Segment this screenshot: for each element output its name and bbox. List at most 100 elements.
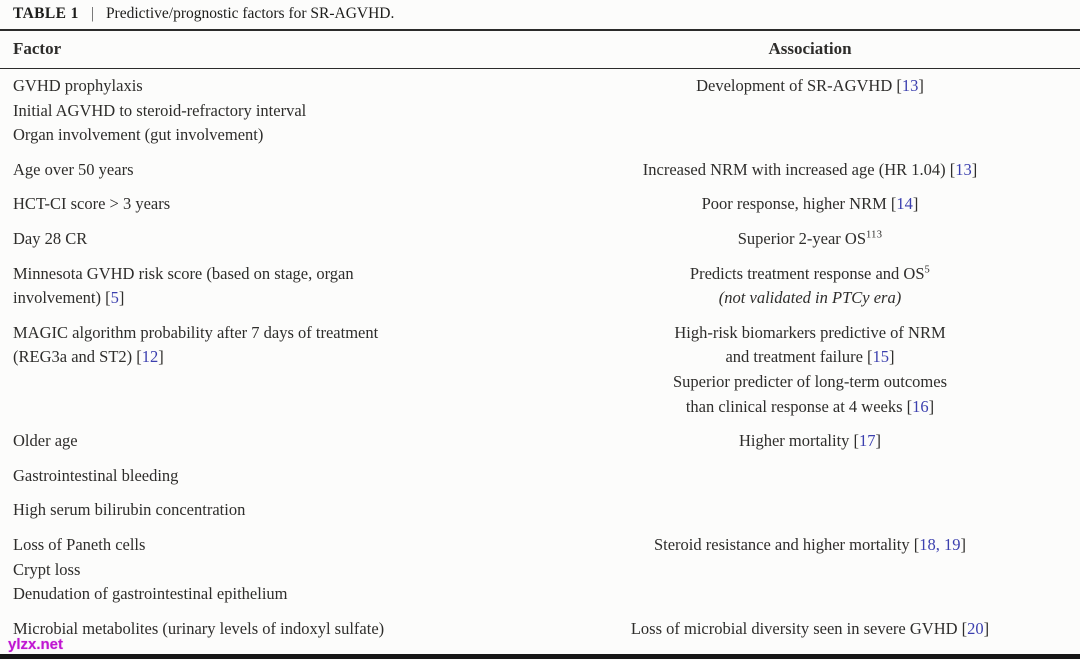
text: Initial AGVHD to steroid-refractory inte… [13, 100, 307, 120]
caption-separator: | [90, 5, 94, 22]
table-number-label: TABLE 1 [13, 5, 79, 22]
text-line: Predicts treatment response and OS5 [540, 262, 1080, 287]
table-row: HCT-CI score > 3 years Poor response, hi… [0, 187, 1080, 222]
text-line: Increased NRM with increased age (HR 1.0… [540, 158, 1080, 183]
association-cell: Predicts treatment response and OS5 (not … [540, 262, 1080, 311]
factor-cell: Age over 50 years [0, 158, 540, 183]
text-line: Gastrointestinal bleeding [13, 464, 530, 489]
text: ] [118, 288, 125, 308]
text-line: Crypt loss [13, 558, 530, 583]
text: Gastrointestinal bleeding [13, 465, 179, 485]
table-caption: TABLE 1 | Predictive/prognostic factors fo… [0, 0, 1080, 29]
factor-cell: GVHD prophylaxis Initial AGVHD to steroid… [0, 74, 540, 148]
citation-link[interactable]: 13 [955, 159, 972, 179]
table-body: GVHD prophylaxis Initial AGVHD to steroid… [0, 69, 1080, 646]
citation-link[interactable]: 18, 19 [919, 534, 961, 554]
association-cell: Steroid resistance and higher mortality … [540, 533, 1080, 558]
text-line: Loss of Paneth cells [13, 533, 530, 558]
text: HCT-CI score > 3 years [13, 194, 171, 214]
text-line: Microbial metabolites (urinary levels of… [13, 617, 530, 642]
text: ] [983, 618, 990, 638]
table-row: Microbial metabolites (urinary levels of… [0, 612, 1080, 647]
factor-cell: Older age [0, 429, 540, 454]
text-line: High serum bilirubin concentration [13, 498, 530, 523]
text: High serum bilirubin concentration [13, 500, 246, 520]
text-line: Older age [13, 429, 530, 454]
text: Loss of Paneth cells [13, 534, 146, 554]
factor-cell: Day 28 CR [0, 227, 540, 252]
text-line: than clinical response at 4 weeks [16] [540, 395, 1080, 420]
table-row: MAGIC algorithm probability after 7 days… [0, 316, 1080, 424]
text-line: (not validated in PTCy era) [540, 286, 1080, 311]
text: Superior 2-year OS [737, 228, 867, 248]
text-line: Initial AGVHD to steroid-refractory inte… [13, 99, 530, 124]
citation-link[interactable]: 16 [912, 396, 929, 416]
text: Steroid resistance and higher mortality … [653, 534, 920, 554]
text: ] [960, 534, 967, 554]
factor-cell: Gastrointestinal bleeding [0, 464, 540, 489]
citation-link[interactable]: 17 [859, 431, 876, 451]
text: Higher mortality [ [738, 431, 860, 451]
table-row: GVHD prophylaxis Initial AGVHD to steroid… [0, 69, 1080, 153]
text-line: Higher mortality [17] [540, 429, 1080, 454]
citation-link[interactable]: 13 [901, 76, 919, 95]
superscript-reference: 5 [924, 264, 931, 276]
citation-link[interactable]: 14 [896, 194, 913, 214]
text-line: Superior predicter of long-term outcomes [540, 370, 1080, 395]
text: Predicts treatment response and OS [689, 263, 925, 283]
association-cell: Superior 2-year OS113 [540, 227, 1080, 252]
text-line: Poor response, higher NRM [14] [540, 192, 1080, 217]
italic-note: (not validated in PTCy era) [718, 288, 902, 308]
text: ] [158, 347, 164, 367]
table-row: Age over 50 years Increased NRM with inc… [0, 153, 1080, 188]
text-line: involvement) [5] [13, 286, 530, 311]
factor-cell: MAGIC algorithm probability after 7 days… [0, 321, 540, 370]
text: Minnesota GVHD risk score (based on stag… [13, 263, 354, 283]
text-line: Age over 50 years [13, 158, 530, 183]
association-cell: Development of SR-AGVHD [13] [540, 74, 1080, 99]
table-header-row: Factor Association [0, 29, 1080, 69]
association-cell: Increased NRM with increased age (HR 1.0… [540, 158, 1080, 183]
superscript-reference: 113 [866, 229, 883, 241]
text-line: GVHD prophylaxis [13, 74, 530, 99]
factor-cell: Microbial metabolites (urinary levels of… [0, 617, 540, 642]
citation-link[interactable]: 12 [141, 347, 159, 367]
text: Increased NRM with increased age (HR 1.0… [642, 159, 956, 179]
text: ] [918, 76, 924, 95]
text: (REG3a and ST2) [ [13, 347, 142, 367]
text: Organ involvement (gut involvement) [13, 125, 264, 145]
text: Development of SR-AGVHD [ [696, 76, 902, 95]
citation-link[interactable]: 5 [110, 288, 119, 308]
text-line: Minnesota GVHD risk score (based on stag… [13, 262, 530, 287]
header-factor: Factor [13, 39, 62, 58]
text: Denudation of gastrointestinal epitheliu… [13, 584, 288, 604]
table-row: Loss of Paneth cells Crypt loss Denudation… [0, 528, 1080, 612]
citation-link[interactable]: 15 [872, 347, 890, 367]
text: Day 28 CR [13, 228, 88, 248]
table-row: Older age Higher mortality [17] [0, 424, 1080, 459]
header-association: Association [768, 39, 852, 58]
factor-cell: Minnesota GVHD risk score (based on stag… [0, 262, 540, 311]
text: Poor response, higher NRM [ [701, 194, 897, 214]
association-cell: Higher mortality [17] [540, 429, 1080, 454]
factor-cell: High serum bilirubin concentration [0, 498, 540, 523]
text-line: Day 28 CR [13, 227, 530, 252]
factor-cell: HCT-CI score > 3 years [0, 192, 540, 217]
text-line: Superior 2-year OS113 [540, 227, 1080, 252]
text-line: MAGIC algorithm probability after 7 days… [13, 321, 530, 346]
factor-cell: Loss of Paneth cells Crypt loss Denudation… [0, 533, 540, 607]
text: ] [928, 396, 935, 416]
text: Loss of microbial diversity seen in seve… [630, 618, 968, 638]
text: GVHD prophylaxis [13, 76, 143, 95]
table-row: High serum bilirubin concentration [0, 493, 1080, 528]
text-line: Development of SR-AGVHD [13] [540, 74, 1080, 99]
text-line: Loss of microbial diversity seen in seve… [540, 617, 1080, 642]
text: High-risk biomarkers predictive of NRM [674, 322, 946, 342]
text-line: HCT-CI score > 3 years [13, 192, 530, 217]
citation-link[interactable]: 20 [967, 618, 984, 638]
text: ] [875, 431, 882, 451]
association-cell: High-risk biomarkers predictive of NRM an… [540, 321, 1080, 419]
text: ] [912, 194, 919, 214]
table-row: Minnesota GVHD risk score (based on stag… [0, 257, 1080, 316]
text-line: (REG3a and ST2) [12] [13, 345, 530, 370]
